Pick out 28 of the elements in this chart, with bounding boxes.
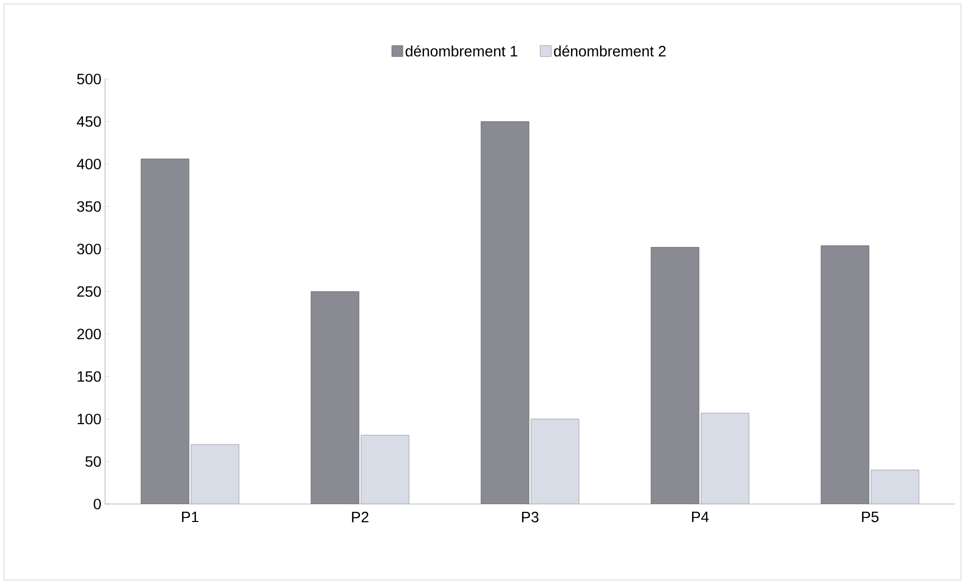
legend-label: dénombrement 2 <box>554 45 666 56</box>
y-tick-label: 50 <box>85 456 101 467</box>
y-tick-label: 400 <box>76 158 101 170</box>
bar <box>480 121 530 504</box>
legend-label: dénombrement 1 <box>406 45 518 56</box>
y-tick-label: 100 <box>78 414 101 424</box>
x-tick-label: P1 <box>182 512 198 522</box>
y-tick-label: 300 <box>77 244 101 254</box>
bar <box>190 444 240 504</box>
bar <box>310 291 360 504</box>
x-tick-label: P3 <box>522 512 538 522</box>
x-tick-label: P5 <box>862 512 879 522</box>
y-tick-label: 200 <box>77 328 101 340</box>
x-tick-label: P4 <box>692 512 709 522</box>
bar <box>820 245 870 504</box>
y-tick-label: 500 <box>77 74 101 84</box>
y-tick-label: 350 <box>77 201 101 212</box>
x-tick-label: P2 <box>352 512 368 522</box>
y-tick-label: 450 <box>76 116 101 127</box>
bar <box>530 418 580 504</box>
bar <box>700 412 750 504</box>
bar <box>360 434 410 504</box>
y-tick-label: 0 <box>94 498 101 510</box>
bar <box>140 158 190 504</box>
bar <box>650 247 700 504</box>
bar <box>870 470 920 504</box>
y-tick-label: 150 <box>78 371 101 382</box>
y-tick-label: 250 <box>77 286 101 297</box>
